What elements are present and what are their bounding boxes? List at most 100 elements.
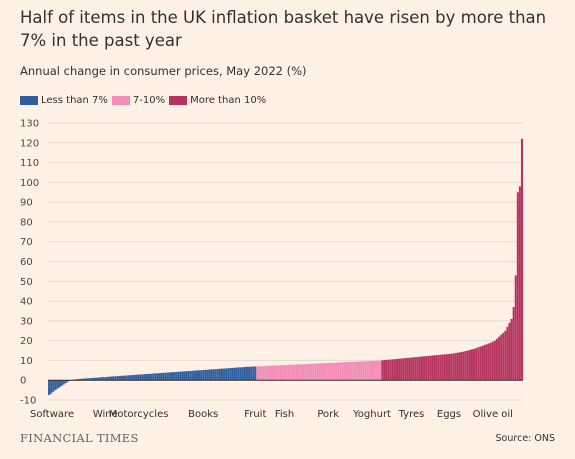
bar	[162, 372, 165, 381]
bar	[299, 364, 303, 381]
legend-label-low: Less than 7%	[41, 94, 108, 106]
chart-subtitle: Annual change in consumer prices, May 20…	[20, 64, 307, 78]
bar	[270, 365, 274, 381]
bar	[477, 347, 480, 381]
bar	[397, 358, 401, 381]
bar	[143, 373, 147, 381]
y-tick-labels: -10 0 10 20 30 40 50 60 70 80 90 100 110 120 130	[20, 119, 39, 407]
bar	[489, 342, 493, 381]
bar	[214, 368, 218, 381]
y-tick-label: 60	[20, 257, 33, 268]
bar	[460, 351, 463, 381]
bar	[499, 334, 503, 381]
bar	[389, 359, 393, 381]
bar	[358, 361, 361, 381]
bar	[368, 360, 372, 381]
bar	[481, 345, 484, 381]
bar	[416, 356, 420, 381]
bar	[274, 365, 278, 381]
bar	[456, 352, 459, 381]
bar	[237, 367, 240, 381]
bar	[352, 361, 355, 381]
bar	[341, 362, 345, 381]
bar	[447, 353, 451, 381]
bar	[462, 351, 465, 381]
bar	[149, 373, 153, 381]
bar	[189, 370, 193, 381]
bar	[129, 374, 132, 381]
gridlines	[48, 122, 523, 401]
bar	[518, 186, 522, 381]
bar	[377, 360, 380, 381]
category-label: Motorcycles	[109, 409, 169, 420]
bar	[197, 370, 201, 381]
bar	[168, 372, 172, 381]
bar	[424, 355, 428, 381]
bar	[108, 376, 111, 381]
bar	[468, 349, 472, 381]
bar	[291, 364, 295, 381]
bar	[339, 362, 343, 381]
bar	[374, 360, 378, 381]
bar	[235, 367, 238, 381]
legend-label-mid: 7-10%	[132, 94, 166, 106]
bar	[331, 362, 334, 381]
bar	[479, 346, 482, 381]
bar	[185, 370, 188, 381]
bar	[206, 369, 209, 381]
bar	[431, 355, 434, 381]
bar	[62, 380, 65, 385]
legend-swatch-mid	[111, 95, 130, 105]
category-label: Fruit	[244, 409, 266, 420]
y-tick-label: 30	[20, 316, 33, 327]
bar	[395, 358, 399, 381]
category-label: Books	[188, 409, 218, 420]
bar	[268, 365, 272, 381]
bar	[506, 326, 509, 381]
bar	[164, 372, 168, 381]
bar	[314, 363, 318, 381]
bar	[316, 363, 320, 381]
bar	[356, 361, 359, 381]
legend-label-high: More than 10%	[190, 94, 267, 106]
legend: Less than 7% 7-10% More than 10%	[20, 93, 270, 107]
y-tick-label: 70	[20, 237, 33, 248]
bar	[174, 371, 178, 381]
y-tick-label: 110	[20, 158, 39, 169]
bar	[427, 355, 430, 381]
category-label: Wine	[93, 409, 118, 420]
legend-item-high: More than 10%	[169, 95, 266, 106]
bar	[302, 364, 305, 381]
bar	[508, 322, 511, 381]
bar	[362, 361, 365, 381]
bar	[179, 371, 182, 381]
bar	[245, 366, 249, 381]
bar	[212, 368, 215, 381]
bar	[354, 361, 357, 381]
bar	[122, 375, 126, 381]
bar	[127, 375, 130, 381]
y-tick-label: 40	[20, 297, 33, 308]
bar	[381, 360, 384, 381]
bar	[247, 366, 251, 381]
y-tick-label: -10	[20, 396, 36, 407]
bar	[420, 356, 424, 381]
y-tick-label: 10	[20, 356, 33, 367]
bar	[443, 354, 447, 381]
bar	[412, 357, 415, 381]
bar	[227, 367, 230, 381]
bar	[504, 330, 507, 381]
bar	[308, 363, 311, 381]
bar	[135, 374, 138, 381]
y-tick-label: 20	[20, 336, 33, 347]
bar	[306, 363, 309, 381]
category-label: Tyres	[398, 409, 425, 420]
bar	[256, 366, 259, 381]
bar	[172, 371, 176, 381]
category-label: Software	[30, 409, 74, 420]
bar	[177, 371, 180, 381]
bar	[156, 373, 159, 381]
bar	[402, 358, 405, 381]
bar	[487, 343, 490, 381]
bar	[437, 354, 440, 381]
